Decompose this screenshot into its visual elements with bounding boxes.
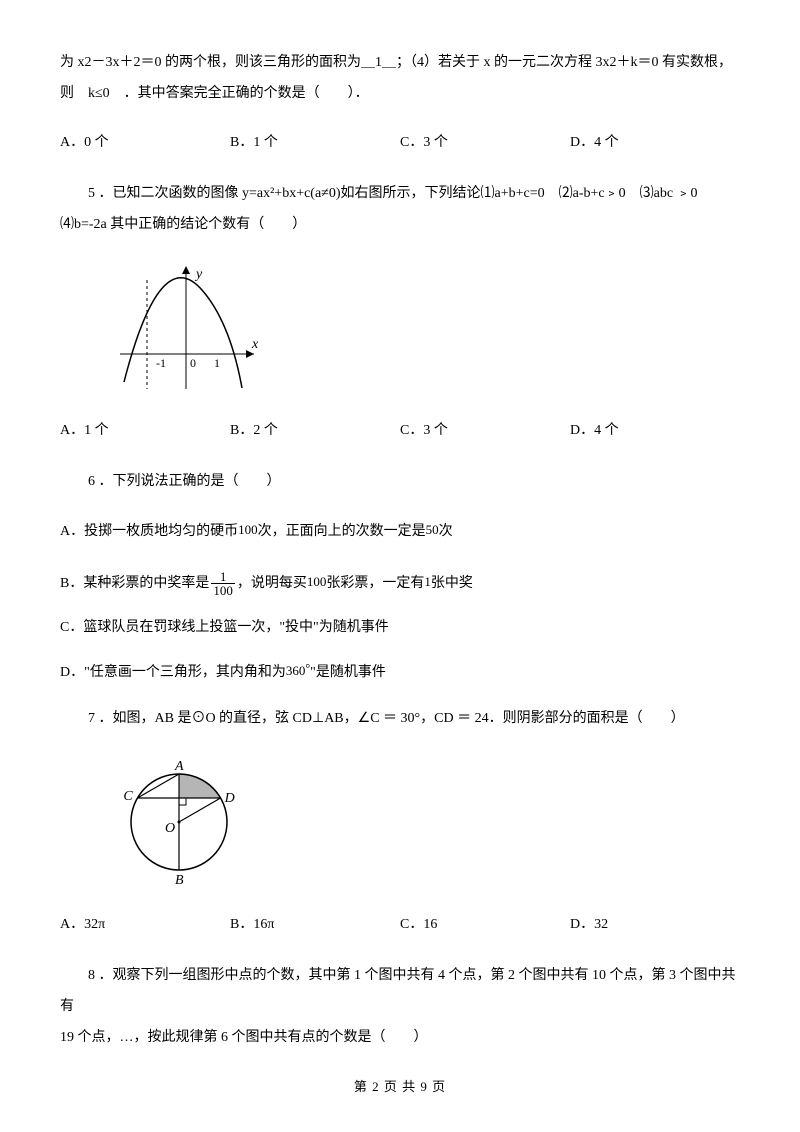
q7-option-c: C．16 — [400, 912, 570, 937]
svg-text:A: A — [174, 759, 184, 774]
svg-text:-1: -1 — [156, 356, 166, 370]
q6-d-deg: 360 — [286, 663, 306, 678]
svg-text:1: 1 — [214, 356, 220, 370]
q7-stem: 7 ．如图，AB 是⊙O 的直径，弦 CD⊥AB，∠C ＝ 30°，CD ＝ 2… — [60, 704, 740, 735]
q4-options: A．0 个 B．1 个 C．3 个 D．4 个 — [60, 130, 740, 155]
svg-text:0: 0 — [190, 356, 196, 370]
q5-stem-line1: 5 ．已知二次函数的图像 y=ax²+bx+c(a≠0)如右图所示，下列结论⑴a… — [60, 179, 698, 210]
q5-option-b: B．2 个 — [230, 418, 400, 443]
q5-option-a: A．1 个 — [60, 418, 230, 443]
q4-option-b: B．1 个 — [230, 130, 400, 155]
q6-b-end: 张中奖 — [431, 576, 473, 591]
q6-b-mid2: 张彩票，一定有 — [326, 576, 424, 591]
q5-stem: 5 ．已知二次函数的图像 y=ax²+bx+c(a≠0)如右图所示，下列结论⑴a… — [60, 179, 740, 241]
frac-num: 1 — [211, 570, 235, 584]
circle-diagram: A B C D O — [112, 754, 247, 889]
q4-continued: 为 x2－3x＋2＝0 的两个根，则该三角形的面积为＿1＿；（4）若关于 x 的… — [60, 48, 740, 110]
q6-option-d: D．"任意画一个三角形，其内角和为360°"是随机事件 — [60, 658, 740, 685]
fraction-icon: 1100 — [211, 570, 235, 597]
svg-text:y: y — [194, 267, 203, 282]
q6-d-end: "是随机事件 — [310, 665, 386, 680]
q6-a-pre: A．投掷一枚质地均匀的硬币 — [60, 524, 238, 539]
q5-figure: y x -1 0 1 — [112, 260, 740, 403]
q4-line2: 则 k≤0 ．其中答案完全正确的个数是（ ）． — [60, 86, 369, 101]
q6-option-b: B．某种彩票的中奖率是1100，说明每买100张彩票，一定有1张中奖 — [60, 570, 740, 597]
q4-option-a: A．0 个 — [60, 130, 230, 155]
q6-d-pre: D．"任意画一个三角形，其内角和为 — [60, 665, 286, 680]
q8-stem: 8 ．观察下列一组图形中点的个数，其中第 1 个图中共有 4 个点，第 2 个图… — [60, 961, 740, 1053]
svg-text:D: D — [224, 791, 235, 806]
q4-line1: 为 x2－3x＋2＝0 的两个根，则该三角形的面积为＿1＿；（4）若关于 x 的… — [60, 55, 732, 70]
q6-a-mid: 次，正面向上的次数一定是 — [258, 524, 426, 539]
q5-stem-line2: ⑷b=-2a 其中正确的结论个数有（ ） — [60, 217, 306, 232]
q6-b-pre: B．某种彩票的中奖率是 — [60, 576, 209, 591]
q6-a-n1: 100 — [238, 522, 258, 537]
frac-den: 100 — [211, 584, 235, 597]
q6-stem: 6 ．下列说法正确的是（ ） — [60, 467, 740, 498]
q7-option-a: A．32π — [60, 912, 230, 937]
q5-option-d: D．4 个 — [570, 418, 740, 443]
q7-option-d: D．32 — [570, 912, 740, 937]
q4-option-c: C．3 个 — [400, 130, 570, 155]
q7-options: A．32π B．16π C．16 D．32 — [60, 912, 740, 937]
q8-stem-line2: 19 个点，…，按此规律第 6 个图中共有点的个数是（ ） — [60, 1030, 428, 1045]
q6-a-end: 次 — [439, 524, 453, 539]
q6-a-n2: 50 — [426, 522, 439, 537]
svg-text:C: C — [123, 789, 133, 804]
q6-b-mid: ，说明每买 — [237, 576, 307, 591]
q7-option-b: B．16π — [230, 912, 400, 937]
q8-stem-line1: 8 ．观察下列一组图形中点的个数，其中第 1 个图中共有 4 个点，第 2 个图… — [60, 961, 740, 1023]
parabola-graph: y x -1 0 1 — [112, 260, 262, 395]
q6-b-n1: 100 — [307, 574, 327, 589]
svg-text:B: B — [175, 873, 184, 888]
svg-text:x: x — [251, 337, 259, 352]
svg-text:O: O — [165, 821, 175, 836]
q6-option-c: C．篮球队员在罚球线上投篮一次，"投中"为随机事件 — [60, 615, 740, 640]
page-footer: 第 2 页 共 9 页 — [0, 1077, 800, 1098]
q4-option-d: D．4 个 — [570, 130, 740, 155]
q5-options: A．1 个 B．2 个 C．3 个 D．4 个 — [60, 418, 740, 443]
q5-option-c: C．3 个 — [400, 418, 570, 443]
q6-option-a: A．投掷一枚质地均匀的硬币100次，正面向上的次数一定是50次 — [60, 518, 740, 544]
q7-figure: A B C D O — [112, 754, 740, 897]
